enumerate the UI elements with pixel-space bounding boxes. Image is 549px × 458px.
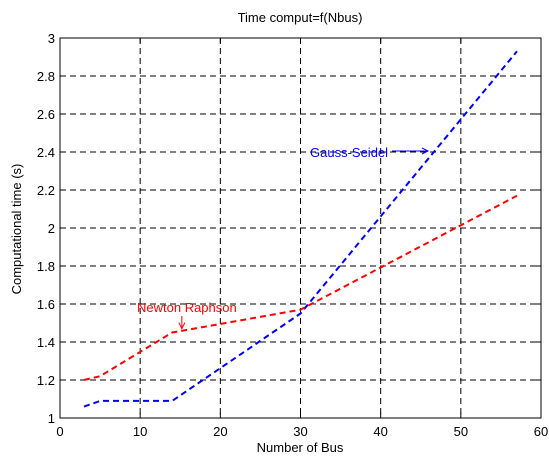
y-tick-label: 2.6 [37,107,55,122]
x-tick-label: 10 [133,424,147,439]
series-line-gauss-seidel [83,50,518,408]
x-tick-label: 60 [534,424,548,439]
x-tick-label: 40 [373,424,387,439]
x-tick-label: 20 [213,424,227,439]
annotation-newton-raphson: Newton Raphson [137,300,237,315]
y-tick-label: 2 [48,221,55,236]
y-tick-label: 1.2 [37,373,55,388]
annotation-arrowhead-newton-raphson [178,322,186,330]
y-tick-label: 1.8 [37,259,55,274]
y-tick-label: 3 [48,31,55,46]
x-axis-title: Number of Bus [257,440,344,455]
y-tick-label: 2.4 [37,145,55,160]
y-tick-label: 1 [48,411,55,426]
series-line-newton-raphson [83,194,518,381]
annotation-arrowhead-gauss-seidel [421,147,430,155]
y-tick-label: 2.8 [37,69,55,84]
y-tick-label: 2.2 [37,183,55,198]
x-tick-label: 30 [293,424,307,439]
annotation-gauss-seidel: Gauss-Seidel [310,145,388,160]
x-tick-label: 50 [454,424,468,439]
chart-title: Time comput=f(Nbus) [238,10,363,25]
y-tick-label: 1.4 [37,335,55,350]
y-tick-label: 1.6 [37,297,55,312]
y-axis-title: Computational time (s) [9,164,24,295]
x-tick-label: 0 [56,424,63,439]
